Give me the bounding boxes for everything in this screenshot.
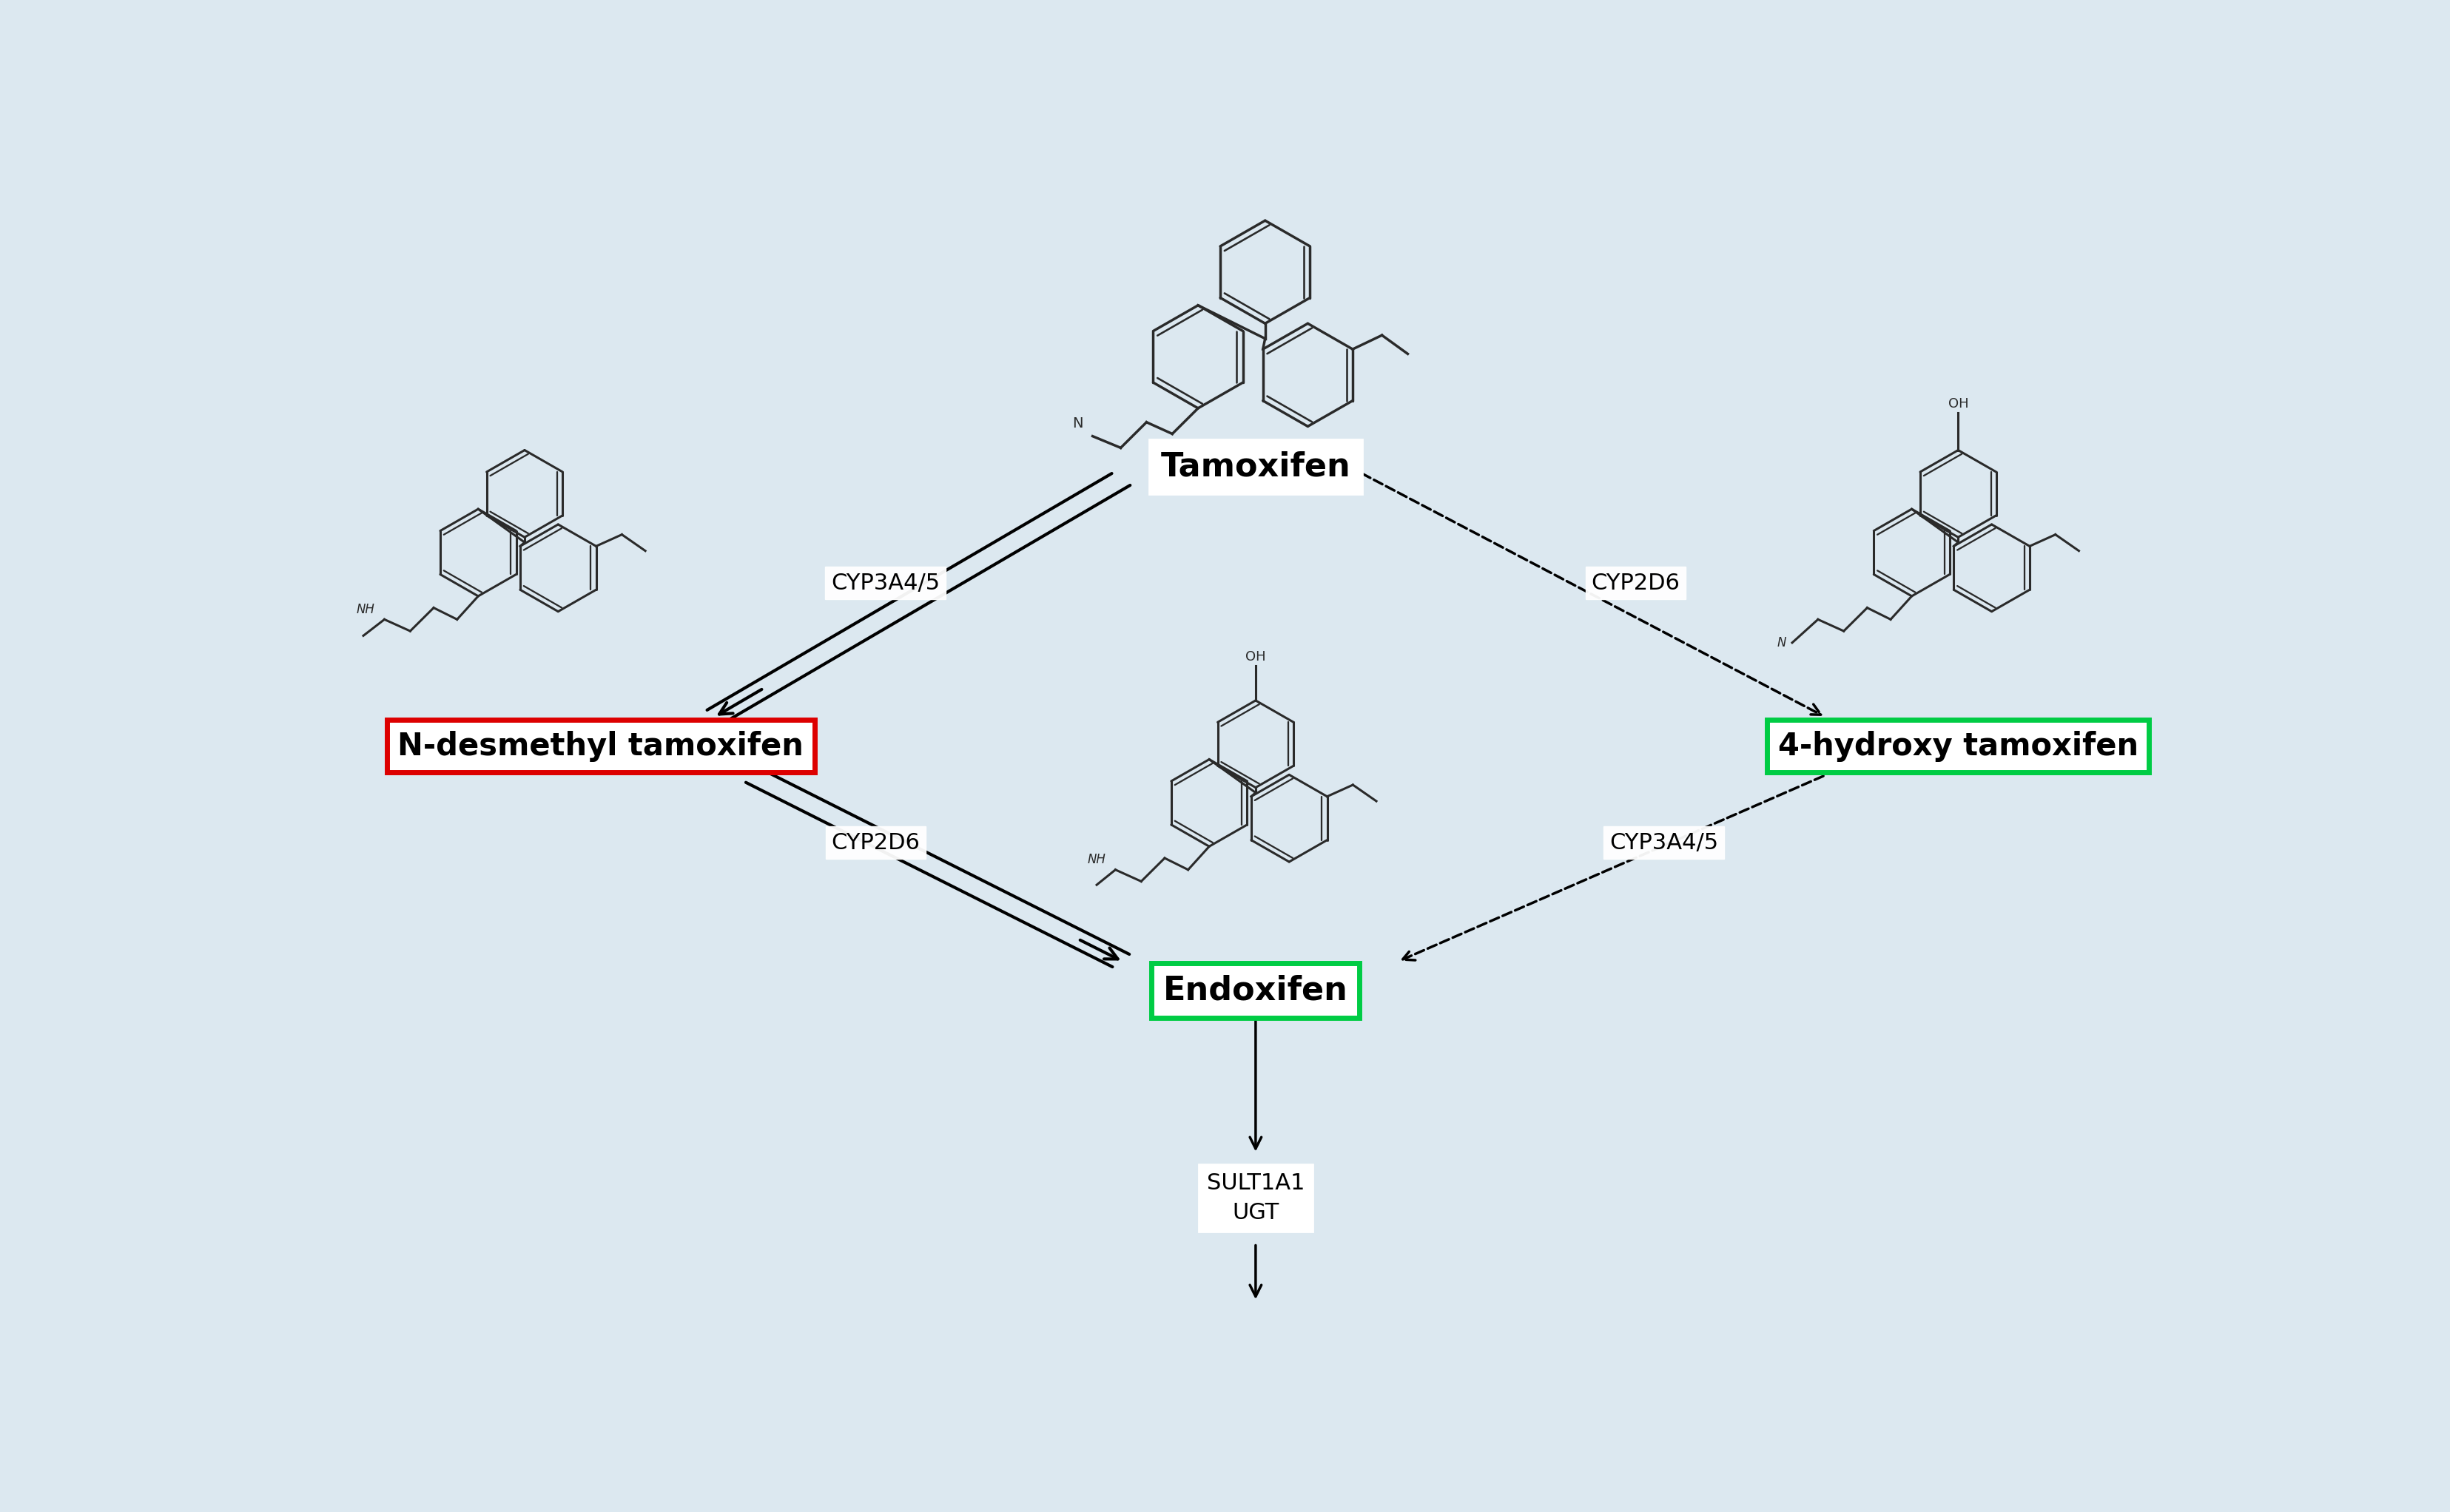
Text: N: N <box>1776 637 1786 649</box>
Text: NH: NH <box>358 603 375 615</box>
Text: Endoxifen: Endoxifen <box>1164 975 1348 1007</box>
Text: NH: NH <box>1088 853 1105 866</box>
Text: 4-hydroxy tamoxifen: 4-hydroxy tamoxifen <box>1779 730 2139 762</box>
Text: Tamoxifen: Tamoxifen <box>1161 451 1350 482</box>
Text: OH: OH <box>1948 398 1967 411</box>
Text: CYP2D6: CYP2D6 <box>831 832 921 853</box>
Text: SULT1A1
UGT: SULT1A1 UGT <box>1205 1172 1306 1223</box>
Text: N-desmethyl tamoxifen: N-desmethyl tamoxifen <box>397 730 804 762</box>
Text: OH: OH <box>1245 650 1267 664</box>
Text: N: N <box>1073 416 1083 431</box>
Text: CYP3A4/5: CYP3A4/5 <box>1610 832 1717 853</box>
Text: CYP3A4/5: CYP3A4/5 <box>831 573 941 594</box>
Text: CYP2D6: CYP2D6 <box>1590 573 1681 594</box>
